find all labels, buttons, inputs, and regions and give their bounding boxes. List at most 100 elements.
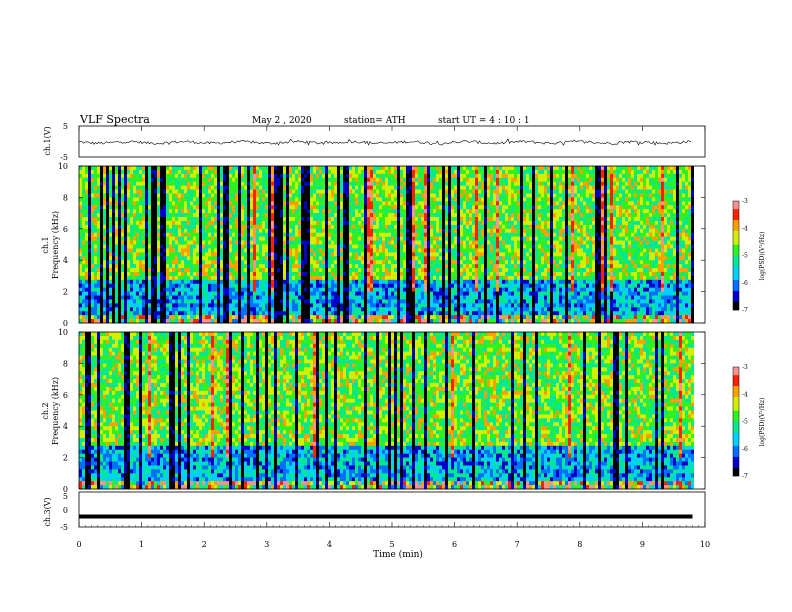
spectrogram-cell [190, 228, 193, 234]
spectrogram-cell [115, 236, 118, 241]
spectrogram-cell [235, 193, 238, 198]
spectrogram-cell [190, 279, 193, 285]
spectrogram-cell [448, 252, 451, 257]
spectrogram-cell [322, 315, 325, 320]
spectrogram-cell [103, 240, 106, 245]
spectrogram-cell [151, 228, 154, 234]
spectrogram-cell [106, 177, 109, 182]
spectrogram-cell [241, 291, 244, 296]
spectrogram-cell [451, 213, 454, 218]
spectrogram-cell [142, 224, 145, 230]
spectrogram-cell [223, 217, 226, 222]
spectrogram-cell [406, 264, 409, 269]
spectrogram-cell [166, 213, 169, 218]
spectrogram-cell [214, 189, 217, 194]
spectrogram-cell [139, 220, 142, 226]
spectrogram-cell [121, 283, 124, 288]
spectrogram-cell [226, 315, 229, 320]
spectrogram-cell [235, 248, 238, 253]
spectrogram-cell [334, 252, 337, 257]
spectrogram-cell [220, 303, 223, 308]
spectrogram-cell [322, 228, 325, 234]
spectrogram-cell [250, 217, 253, 222]
spectrogram-cell [100, 224, 103, 230]
spectrogram-cell [127, 268, 130, 273]
spectrogram-cell [151, 268, 154, 273]
spectrogram-cell [355, 169, 358, 175]
spectrogram-cell [313, 287, 316, 292]
spectrogram-cell [382, 197, 385, 202]
spectrogram-cell [349, 315, 352, 320]
spectrogram-cell [424, 268, 427, 273]
spectrogram-cell [244, 193, 247, 198]
spectrogram-cell [97, 287, 100, 292]
spectrogram-cell [256, 256, 259, 261]
spectrogram-cell [397, 213, 400, 218]
spectrogram-cell [331, 271, 334, 277]
spectrogram-cell [175, 283, 178, 288]
spectrogram-cell [325, 236, 328, 241]
spectrogram-cell [355, 205, 358, 210]
spectrogram-cell [232, 271, 235, 277]
spectrogram-cell [394, 319, 397, 324]
spectrogram-cell [415, 268, 418, 273]
spectrogram-cell [271, 189, 274, 194]
spectrogram-cell [94, 287, 97, 292]
spectrogram-cell [442, 240, 445, 245]
spectrogram-cell [208, 240, 211, 245]
spectrogram-cell [238, 299, 241, 304]
spectrogram-cell [124, 169, 127, 175]
spectrogram-cell [427, 185, 430, 190]
spectrogram-cell [424, 264, 427, 269]
spectrogram-cell [175, 177, 178, 182]
spectrogram-cell [367, 177, 370, 182]
spectrogram-cell [172, 287, 175, 292]
spectrogram-cell [217, 232, 220, 237]
spectrogram-cell [442, 264, 445, 269]
spectrogram-cell [436, 268, 439, 273]
spectrogram-cell [148, 279, 151, 285]
spectrogram-cell [442, 307, 445, 312]
spectrogram-cell [235, 209, 238, 214]
spectrogram-cell [226, 244, 229, 249]
spectrogram-cell [280, 197, 283, 202]
spectrogram-cell [361, 279, 364, 285]
spectrogram-cell [154, 283, 157, 288]
spectrogram-cell [286, 271, 289, 277]
spectrogram-cell [223, 264, 226, 269]
spectrogram-cell [154, 217, 157, 222]
spectrogram-cell [382, 201, 385, 206]
spectrogram-cell [88, 275, 91, 281]
spectrogram-cell [427, 319, 430, 324]
spectrogram-cell [319, 189, 322, 194]
spectrogram-cell [217, 169, 220, 175]
spectrogram-cell [277, 244, 280, 249]
spectrogram-cell [439, 197, 442, 202]
spectrogram-cell [430, 181, 433, 186]
spectrogram-cell [217, 177, 220, 182]
spectrogram-cell [292, 275, 295, 281]
spectrogram-cell [439, 217, 442, 222]
spectrogram-cell [355, 228, 358, 234]
spectrogram-cell [115, 169, 118, 175]
spectrogram-cell [382, 307, 385, 312]
spectrogram-cell [322, 240, 325, 245]
spectrogram-cell [103, 311, 106, 316]
spectrogram-cell [331, 315, 334, 320]
spectrogram-cell [247, 260, 250, 265]
spectrogram-cell [133, 244, 136, 249]
spectrogram-cell [370, 228, 373, 234]
spectrogram-cell [250, 256, 253, 261]
spectrogram-cell [163, 248, 166, 253]
spectrogram-cell [304, 256, 307, 261]
spectrogram-cell [376, 260, 379, 265]
spectrogram-cell [187, 299, 190, 304]
spectrogram-cell [148, 311, 151, 316]
spectrogram-cell [91, 169, 94, 175]
spectrogram-cell [283, 185, 286, 190]
spectrogram-cell [151, 193, 154, 198]
spectrogram-cell [394, 311, 397, 316]
spectrogram-cell [283, 236, 286, 241]
spectrogram-cell [286, 315, 289, 320]
spectrogram-cell [400, 303, 403, 308]
